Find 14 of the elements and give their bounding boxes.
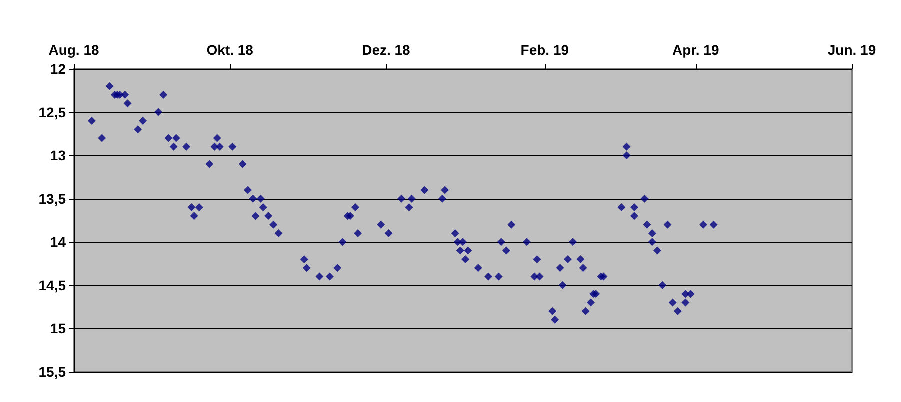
y-tick-label: 15 — [50, 320, 66, 337]
y-tick-label: 14,5 — [38, 277, 66, 294]
y-tick-label: 13,5 — [38, 190, 66, 207]
x-tick-label: Aug. 18 — [48, 42, 100, 58]
x-tick-label: Okt. 18 — [206, 42, 254, 58]
y-tick-label: 14 — [50, 234, 66, 250]
y-tick-label: 12,5 — [38, 104, 66, 120]
y-tick-label: 12 — [50, 61, 66, 77]
x-tick-label: Jun. 19 — [828, 42, 876, 58]
x-tick-label: Feb. 19 — [520, 42, 570, 58]
x-tick-label: Apr. 19 — [672, 42, 720, 58]
y-tick-label: 15,5 — [38, 364, 66, 380]
x-tick-label: Dez. 18 — [362, 42, 411, 58]
y-tick-label: 13 — [50, 148, 66, 164]
